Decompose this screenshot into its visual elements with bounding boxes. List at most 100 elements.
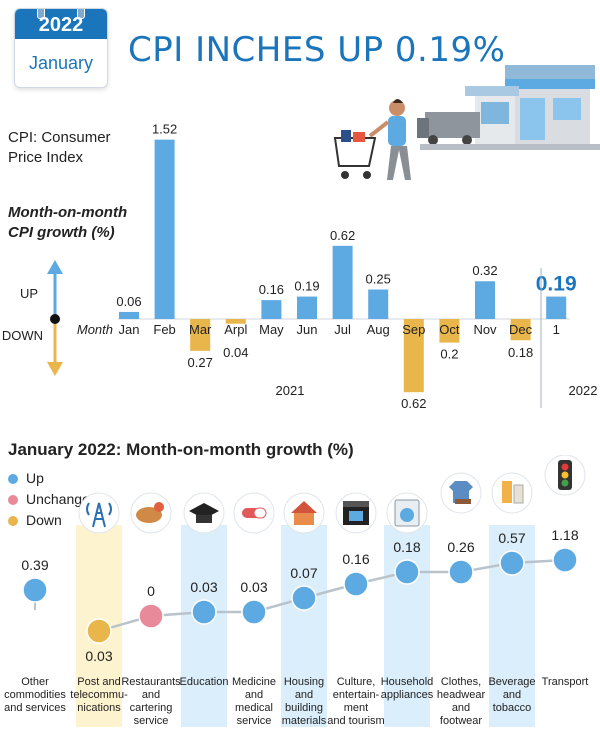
data-point — [552, 547, 578, 573]
shirt-shape — [449, 481, 473, 503]
fruit-shape — [154, 502, 164, 512]
truck-icon — [417, 112, 480, 145]
machine-door — [400, 508, 414, 522]
x-tick-label: Feb — [153, 322, 175, 337]
traffic-light-icon — [544, 455, 586, 496]
data-label: 1.18 — [551, 527, 578, 543]
data-label: 0.19 — [536, 273, 577, 296]
legend-label: Up — [26, 470, 44, 486]
category-label: service — [134, 715, 169, 727]
highlight-column — [384, 525, 430, 727]
data-label: 0.06 — [116, 294, 141, 309]
antenna-shape — [92, 502, 106, 528]
data-label: 0.16 — [259, 282, 284, 297]
cpi-definition: CPI: Consumer Price Index — [8, 128, 111, 168]
highlight-column — [181, 525, 227, 727]
food-icon — [130, 492, 172, 534]
cap-base — [196, 515, 212, 523]
bar — [119, 311, 139, 319]
x-tick-label: Arpl — [224, 322, 247, 337]
category-label: nications — [77, 702, 121, 714]
pill-icon — [233, 492, 275, 534]
data-label: 0.62 — [401, 396, 426, 411]
antenna-icon — [78, 492, 120, 534]
yellow-light — [561, 471, 569, 479]
clapper-shape — [343, 501, 369, 507]
data-point — [394, 559, 420, 585]
category-label: building — [285, 702, 323, 714]
house-icon — [283, 492, 325, 534]
category-label: Medicine — [232, 676, 276, 688]
legend-swatch-up — [8, 474, 18, 485]
category-label: entertain- — [333, 689, 380, 701]
category-label: cartering — [130, 702, 173, 714]
shoe-shape — [455, 499, 471, 504]
category-label: service — [237, 715, 272, 727]
date-badge: 2022 January — [14, 8, 108, 88]
chart-subtitle-line: CPI growth (%) — [8, 224, 115, 241]
page-title: CPI INCHES UP 0.19% — [128, 30, 506, 70]
data-label: 0.18 — [393, 539, 420, 555]
calendar-ring-icon — [77, 9, 85, 19]
data-label: 0.03 — [240, 579, 267, 595]
bar — [332, 245, 353, 319]
legend-label: Down — [26, 512, 62, 528]
category-label: Housing — [284, 676, 324, 688]
category-label: and — [142, 689, 160, 701]
axis-origin-dot — [50, 314, 60, 324]
up-label: UP — [20, 286, 38, 301]
highlight-column — [281, 525, 327, 727]
category-label: and — [245, 689, 263, 701]
category-label: commodities — [4, 689, 66, 701]
x-tick-label: Dec — [509, 322, 533, 337]
store-icon — [465, 65, 595, 145]
graduation-cap-icon — [183, 492, 225, 534]
cpi-definition-line: CPI: Consumer — [8, 129, 111, 146]
data-label: 0.18 — [508, 345, 533, 360]
x-tick-label: Jul — [334, 322, 351, 337]
bar — [261, 300, 282, 319]
category-label: Household — [381, 676, 434, 688]
legend-swatch-down — [8, 516, 18, 527]
bar — [297, 296, 317, 319]
data-label: 0.25 — [366, 272, 391, 287]
section-title: January 2022: Month-on-month growth (%) — [8, 440, 354, 459]
badge-month: January — [28, 53, 94, 73]
bar — [510, 319, 531, 341]
bar — [475, 281, 495, 319]
category-label: Education — [180, 676, 229, 688]
data-label: 0.32 — [472, 263, 497, 278]
category-label: tobacco — [493, 702, 532, 714]
trend-line — [98, 558, 566, 633]
bar — [403, 319, 424, 393]
washing-machine-icon — [386, 492, 428, 534]
chart-subtitle-line: Month-on-month — [8, 204, 128, 221]
legend-item-up: Up — [8, 470, 98, 491]
shopping-illustration — [333, 65, 600, 180]
category-label: and — [295, 689, 313, 701]
category-label: Restaurants — [121, 676, 181, 688]
x-tick-label: May — [259, 322, 284, 337]
data-label: 0.2 — [440, 347, 458, 362]
x-tick-label: Jan — [119, 322, 140, 337]
down-arrow-head-icon — [47, 362, 63, 376]
wall-shape — [294, 513, 314, 525]
category-label: and — [452, 702, 470, 714]
data-point — [191, 599, 217, 625]
data-label: 0.39 — [21, 557, 48, 573]
x-tick-label: Sep — [402, 322, 425, 337]
glass-shape — [502, 481, 512, 503]
down-label: DOWN — [2, 328, 43, 343]
chart-subtitle: Month-on-month CPI growth (%) — [8, 203, 127, 243]
data-point — [86, 618, 112, 644]
category-label: footwear — [440, 715, 483, 727]
data-point — [448, 559, 474, 585]
badge-year: 2022 — [38, 14, 84, 36]
data-point — [343, 571, 369, 597]
bar — [190, 319, 211, 351]
legend: Up Unchanged Down — [8, 470, 98, 533]
category-label: and tourism — [327, 715, 384, 727]
category-label: appliances — [381, 689, 434, 701]
data-label: 0.57 — [498, 530, 525, 546]
